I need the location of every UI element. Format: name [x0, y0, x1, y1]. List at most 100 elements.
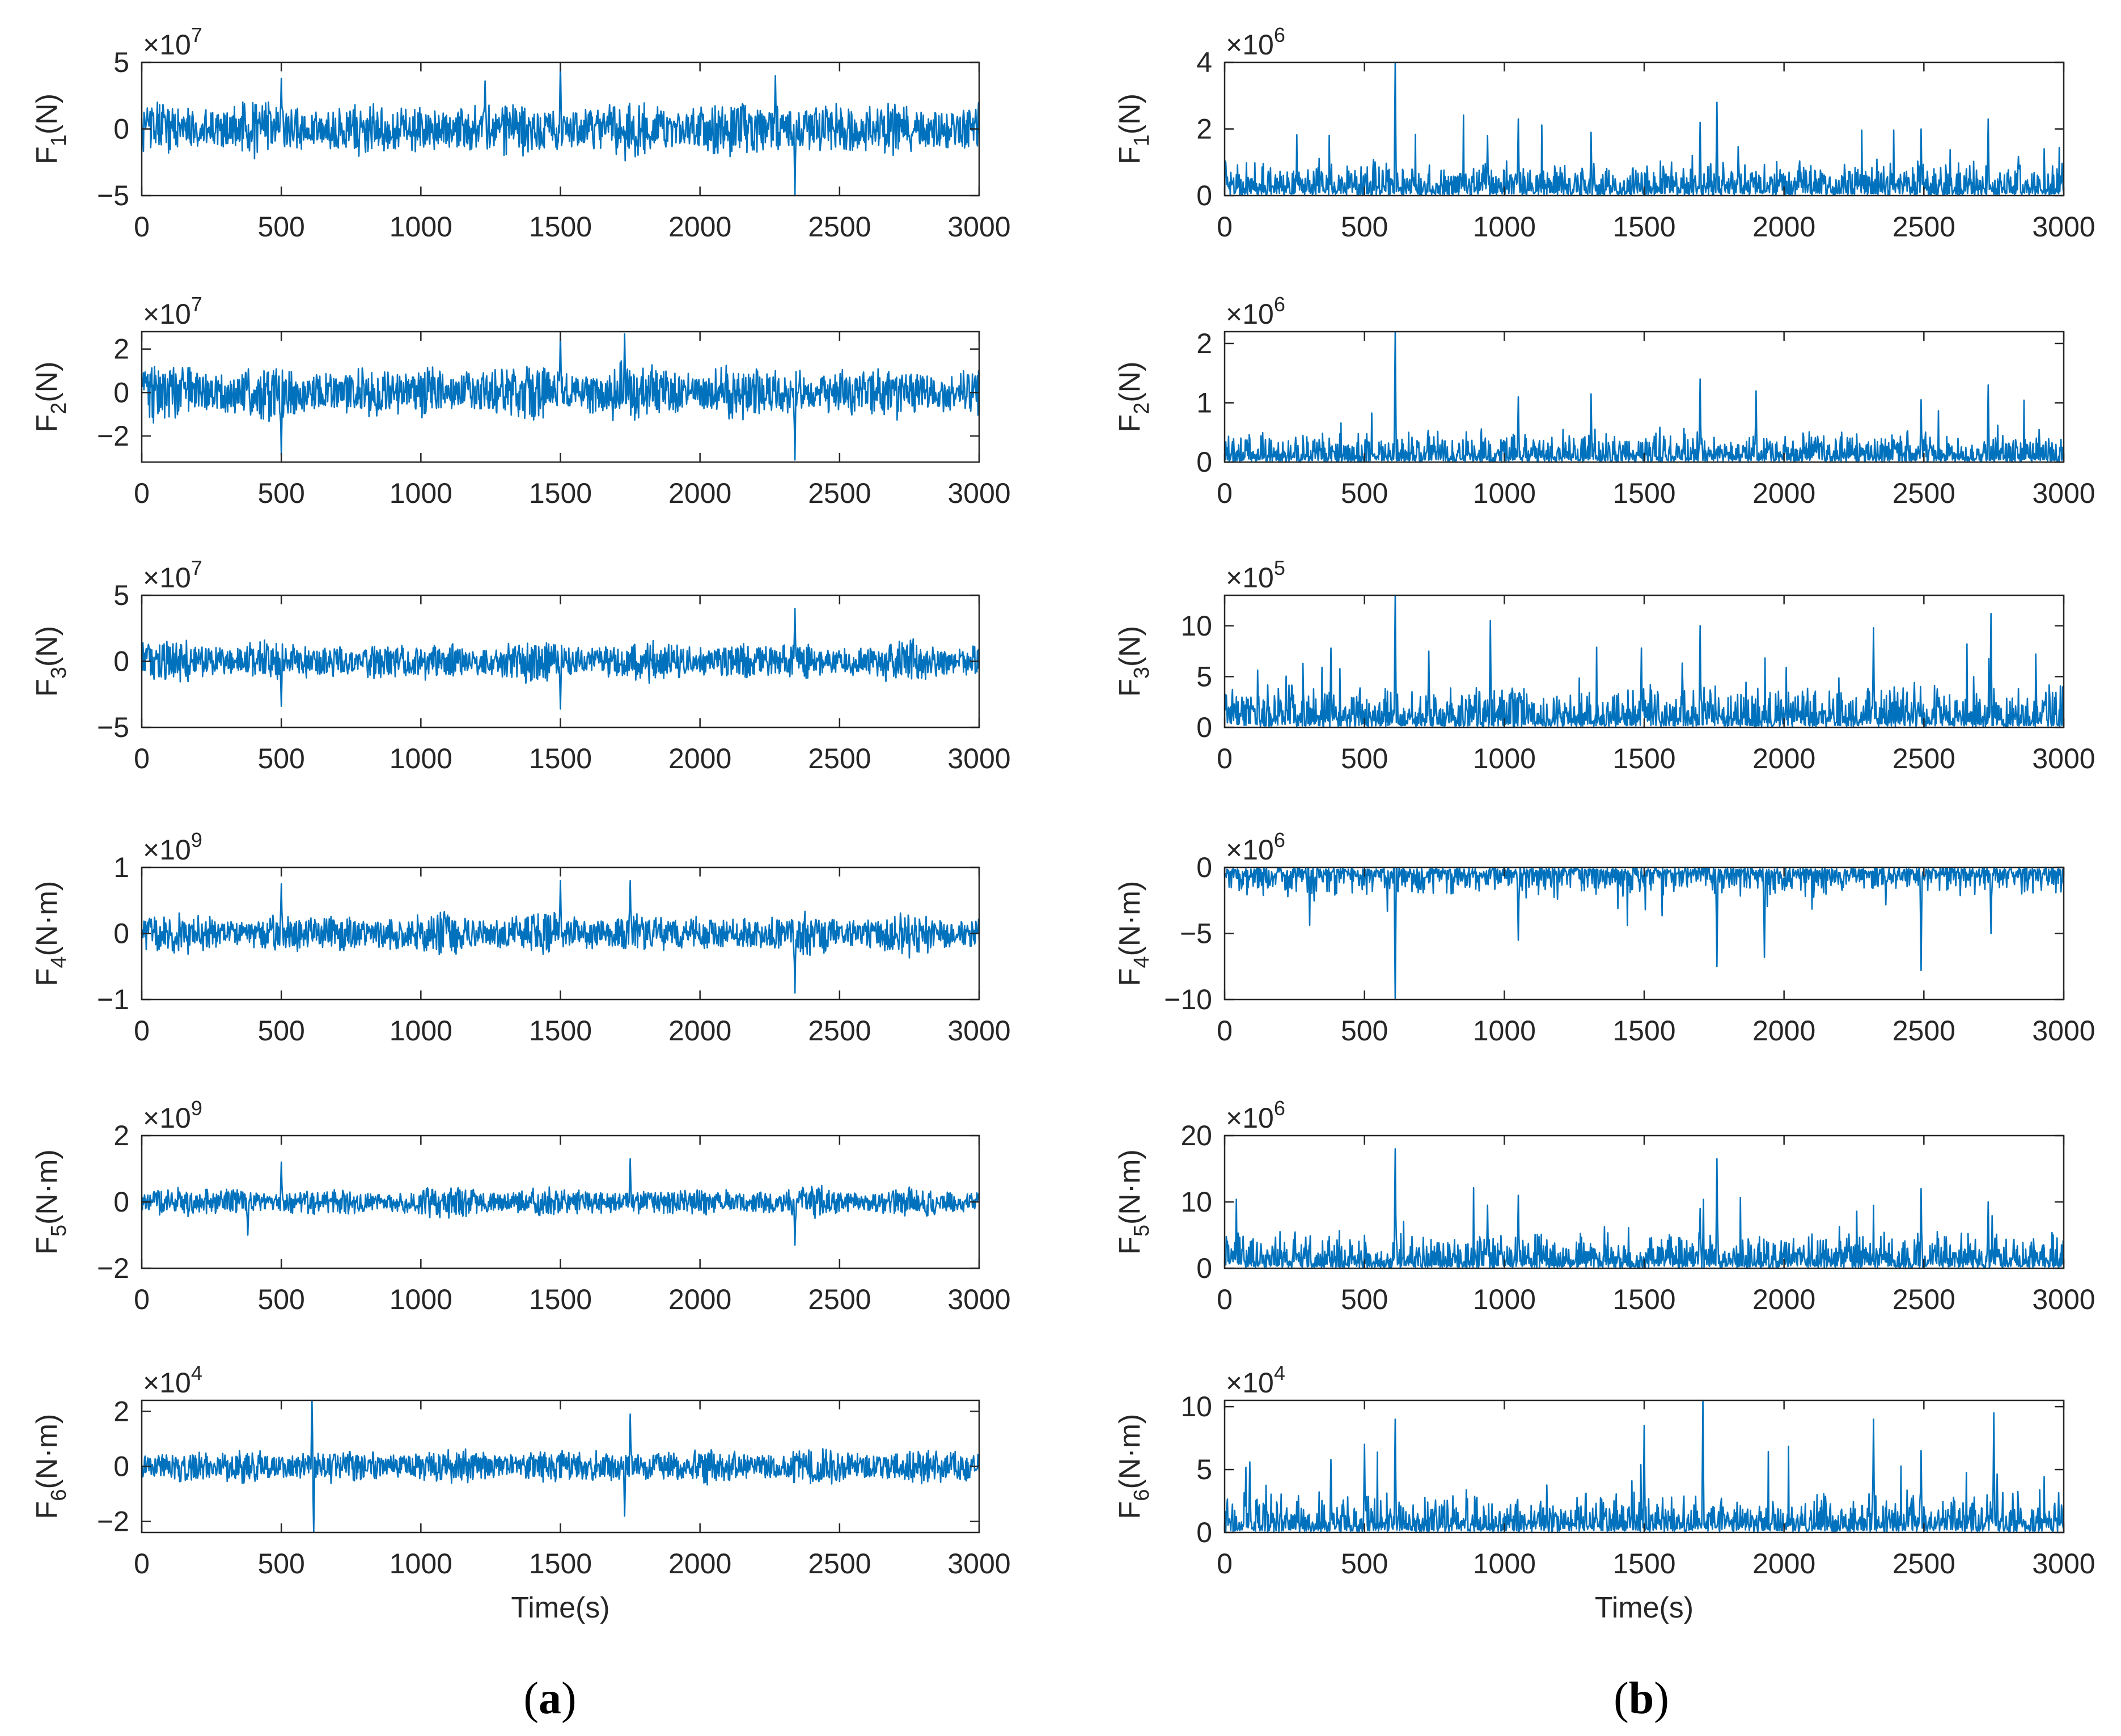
subplot-b-4-ytick-label: −10 — [1164, 984, 1212, 1015]
subplot-a-2-xtick-label: 2000 — [668, 477, 731, 509]
subplot-b-3-xtick-label: 0 — [1217, 743, 1233, 774]
subplot-a-4-ylabel: F4(N·m) — [31, 881, 71, 986]
subplot-b-6-xtick-label: 500 — [1341, 1548, 1388, 1580]
subplot-b-4-xtick-label: 0 — [1217, 1015, 1233, 1047]
subplot-a-1-xtick-label: 0 — [134, 211, 150, 243]
subplot-a-6-ylabel: F6(N·m) — [31, 1414, 71, 1519]
subplot-a-1-xtick-label: 1500 — [529, 211, 592, 243]
subplot-b-6-xtick-label: 0 — [1217, 1548, 1233, 1580]
subplot-a-3-xtick-label: 500 — [257, 743, 304, 774]
subplot-b-4-xtick-label: 1000 — [1473, 1015, 1536, 1047]
subplot-b-4-ytick-label: −5 — [1180, 918, 1212, 950]
subplot-a-6-xtick-label: 500 — [257, 1548, 304, 1580]
subplot-b-1-xtick-label: 0 — [1217, 211, 1233, 243]
subplot-b-5-xtick-label: 3000 — [2032, 1284, 2095, 1315]
subplot-b-1-xtick-label: 2000 — [1752, 211, 1815, 243]
subplot-b-3-exponent-label: ×105 — [1226, 556, 1285, 594]
subplot-a-5-xtick-label: 1500 — [529, 1284, 592, 1315]
subplot-a-6-exponent-label: ×104 — [143, 1361, 202, 1399]
subplot-a-5-ytick-label: −2 — [97, 1252, 129, 1284]
subplot-a-2-xtick-label: 0 — [134, 477, 150, 509]
subplot-a-1-exponent-label: ×107 — [143, 23, 202, 61]
subplot-b-3: 0 500 1000 1500 2000 2500 3000 0 5 10 ×105 F3(N) — [1114, 556, 2095, 774]
subplot-a-5-xtick-label: 3000 — [947, 1284, 1010, 1315]
subplot-a-1-xtick-label: 500 — [257, 211, 304, 243]
subplot-a-4-exponent-label: ×109 — [143, 828, 202, 866]
subplot-b-5-ytick-label: 0 — [1196, 1252, 1212, 1284]
subplot-a-6-series-line — [141, 1399, 980, 1534]
subplot-b-2-ylabel: F2(N) — [1114, 361, 1154, 432]
subplot-a-4-xtick-label: 1000 — [390, 1015, 452, 1047]
subplot-a-1-xtick-label: 1000 — [390, 211, 452, 243]
subplot-b-2-xtick-label: 0 — [1217, 477, 1233, 509]
subplot-b-5: 0 500 1000 1500 2000 2500 3000 0 10 20 ×106 F5(N·m) — [1114, 1096, 2095, 1315]
subplot-a-3-xtick-label: 1500 — [529, 743, 592, 774]
subplot-a-6-ytick-label: 2 — [113, 1395, 129, 1427]
subplot-a-1-ylabel: F1(N) — [31, 94, 71, 164]
subplot-a-4-ytick-label: −1 — [97, 984, 129, 1015]
subplot-b-6-ytick-label: 0 — [1196, 1517, 1212, 1548]
subplot-b-1-ytick-label: 4 — [1196, 46, 1212, 78]
subplot-b-6: 0 500 1000 1500 2000 2500 3000 0 5 10 ×104 F6(N·m) T… — [1114, 1361, 2095, 1624]
subplot-b-4: 0 500 1000 1500 2000 2500 3000 −10 −5 0 ×106 F4(N·m… — [1114, 828, 2095, 1047]
subplot-a-6-ytick-label: 0 — [113, 1451, 129, 1483]
subplot-b-6-xtick-label: 2000 — [1752, 1548, 1815, 1580]
subplot-a-1-ytick-label: 5 — [113, 46, 129, 78]
subplot-a-4-series-line — [141, 880, 980, 994]
subplot-b-6-xtick-label: 1500 — [1612, 1548, 1675, 1580]
subplot-b-4-xtick-label: 2500 — [1893, 1015, 1955, 1047]
subplot-b-4-xtick-label: 2000 — [1752, 1015, 1815, 1047]
subplot-a-3-xtick-label: 3000 — [947, 743, 1010, 774]
subplot-b-5-ytick-label: 10 — [1180, 1186, 1212, 1218]
subplot-a-3-ytick-label: 0 — [113, 646, 129, 678]
subplot-a-4-xtick-label: 0 — [134, 1015, 150, 1047]
subplot-b-2-ytick-label: 2 — [1196, 328, 1212, 359]
subplot-a-3-exponent-label: ×107 — [143, 556, 202, 594]
subplot-a-2-ytick-label: −2 — [97, 420, 129, 452]
subplot-b-6-xtick-label: 2500 — [1893, 1548, 1955, 1580]
subplot-b-5-xtick-label: 2000 — [1752, 1284, 1815, 1315]
subplot-b-2-xtick-label: 3000 — [2032, 477, 2095, 509]
subplot-b-1-ylabel: F1(N) — [1114, 94, 1154, 164]
subplot-a-6: 0 500 1000 1500 2000 2500 3000−202×104F6(N·m)T… — [31, 1361, 1011, 1624]
subplot-b-3-xtick-label: 3000 — [2032, 743, 2095, 774]
subplot-a-6-xtick-label: 3000 — [947, 1548, 1010, 1580]
subplot-b-2-xtick-label: 1500 — [1612, 477, 1675, 509]
subplot-a-5-exponent-label: ×109 — [143, 1096, 202, 1134]
subplot-a-4-xtick-label: 2000 — [668, 1015, 731, 1047]
subplot-a-2-xtick-label: 3000 — [947, 477, 1010, 509]
subplot-a-5-ytick-label: 2 — [113, 1120, 129, 1151]
subplot-a-5-xtick-label: 1000 — [390, 1284, 452, 1315]
subplot-a-3-ytick-label: 5 — [113, 579, 129, 611]
subplot-a-5-xtick-label: 2500 — [808, 1284, 871, 1315]
subplot-a-1-xtick-label: 2000 — [668, 211, 731, 243]
subplot-a-5-series-line — [141, 1158, 980, 1246]
subplot-a-6-ytick-label: −2 — [97, 1506, 129, 1538]
subplot-a-2-ytick-label: 2 — [113, 333, 129, 365]
subplot-b-3-xtick-label: 2500 — [1893, 743, 1955, 774]
subplot-a-5-xtick-label: 0 — [134, 1284, 150, 1315]
subplot-b-3-ylabel: F3(N) — [1114, 626, 1154, 697]
subplot-b-2-xtick-label: 1000 — [1473, 477, 1536, 509]
subplot-a-6-xtick-label: 2500 — [808, 1548, 871, 1580]
subplot-a-2-exponent-label: ×107 — [143, 293, 202, 330]
subplot-a-2-ylabel: F2(N) — [31, 361, 71, 432]
subplot-b-2-xtick-label: 2000 — [1752, 477, 1815, 509]
subplot-a-2-xtick-label: 1500 — [529, 477, 592, 509]
subplot-a-4-xtick-label: 3000 — [947, 1015, 1010, 1047]
subplot-a-6-xtick-label: 0 — [134, 1548, 150, 1580]
subplot-b-3-xtick-label: 1000 — [1473, 743, 1536, 774]
subplot-a-5-ylabel: F5(N·m) — [31, 1149, 71, 1255]
subplot-a-3-xtick-label: 2500 — [808, 743, 871, 774]
subplot-b-3-ytick-label: 0 — [1196, 712, 1212, 743]
subplot-a-4-xtick-label: 500 — [257, 1015, 304, 1047]
subplot-b-3-xtick-label: 1500 — [1612, 743, 1675, 774]
subplot-b-5-ylabel: F5(N·m) — [1114, 1149, 1154, 1255]
subplot-b-6-ytick-label: 10 — [1180, 1391, 1212, 1422]
subplot-a-6-xtick-label: 1000 — [390, 1548, 452, 1580]
